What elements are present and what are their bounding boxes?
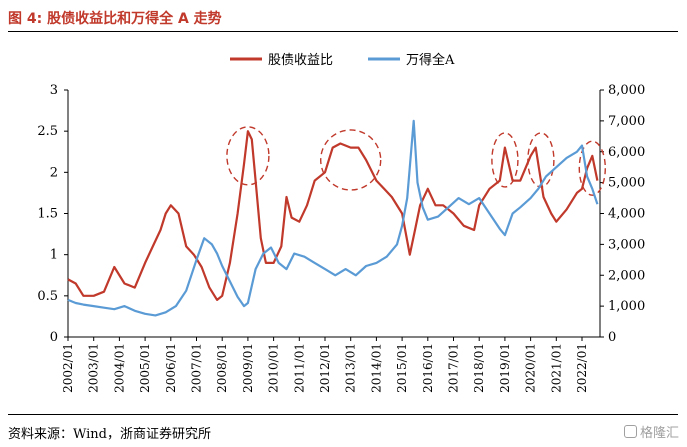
legend: 股债收益比 万得全A	[230, 52, 455, 68]
x-tick-label: 2006/01	[164, 343, 178, 393]
left-tick-label: 2	[50, 165, 58, 180]
x-tick-label: 2014/01	[369, 343, 383, 393]
x-tick-label: 2005/01	[138, 343, 152, 393]
annotation-circle	[226, 126, 270, 186]
x-tick-label: 2015/01	[395, 343, 409, 393]
x-tick-label: 2010/01	[267, 343, 281, 393]
right-tick-label: 1,000	[608, 299, 645, 314]
left-tick-label: 0.5	[37, 289, 58, 304]
legend-label: 股债收益比	[268, 53, 333, 68]
x-tick-label: 2002/01	[61, 343, 75, 393]
left-tick-label: 3	[50, 83, 58, 98]
figure-title: 图 4: 股债收益比和万得全 A 走势	[8, 11, 222, 27]
x-tick-label: 2022/01	[575, 343, 589, 393]
x-tick-label: 2017/01	[447, 343, 461, 393]
annotation-circle	[491, 132, 519, 188]
series-line-stock-bond-ratio	[67, 130, 599, 301]
right-tick-label: 5,000	[608, 176, 645, 191]
x-tick-label: 2013/01	[344, 343, 358, 393]
annotation-circle	[320, 129, 382, 191]
right-tick-label: 7,000	[608, 114, 645, 129]
left-tick-label: 2.5	[37, 124, 58, 139]
series-line-wind-all-a	[67, 119, 599, 317]
source-rule	[8, 414, 678, 415]
axes: 0 0.5 1 1.5 2 2.5 3 0 1,000 2,000 3,000 4,000 5,000 6…	[37, 83, 645, 393]
right-tick-label: 4,000	[608, 207, 645, 222]
x-tick-label: 2018/01	[472, 343, 486, 393]
left-tick-label: 1.5	[37, 207, 58, 222]
x-tick-label: 2008/01	[215, 343, 229, 393]
watermark-text: 格隆汇	[639, 426, 679, 441]
x-tick-label: 2012/01	[318, 343, 332, 393]
x-tick-label: 2016/01	[421, 343, 435, 393]
x-tick-label: 2004/01	[112, 343, 126, 393]
source-note: 资料来源：Wind，浙商证券研究所	[8, 427, 211, 442]
x-tick-label: 2020/01	[524, 343, 538, 393]
x-tick-label: 2007/01	[190, 343, 204, 393]
watermark: 格隆汇	[623, 422, 679, 441]
right-tick-label: 3,000	[608, 237, 645, 252]
legend-label: 万得全A	[406, 52, 455, 68]
right-tick-label: 0	[608, 330, 616, 345]
title-rule	[8, 31, 678, 32]
x-tick-label: 2021/01	[549, 343, 563, 393]
right-tick-label: 8,000	[608, 83, 645, 98]
annotation-circle	[578, 140, 606, 196]
right-tick-label: 6,000	[608, 145, 645, 160]
x-tick-label: 2009/01	[241, 343, 255, 393]
x-tick-label: 2003/01	[87, 343, 101, 393]
left-tick-label: 1	[50, 248, 58, 263]
x-tick-label: 2011/01	[292, 343, 306, 393]
x-tick-label: 2019/01	[498, 343, 512, 393]
left-tick-label: 0	[50, 330, 58, 345]
right-tick-label: 2,000	[608, 268, 645, 283]
watermark-logo-icon	[623, 425, 637, 438]
series-lines	[67, 119, 599, 317]
